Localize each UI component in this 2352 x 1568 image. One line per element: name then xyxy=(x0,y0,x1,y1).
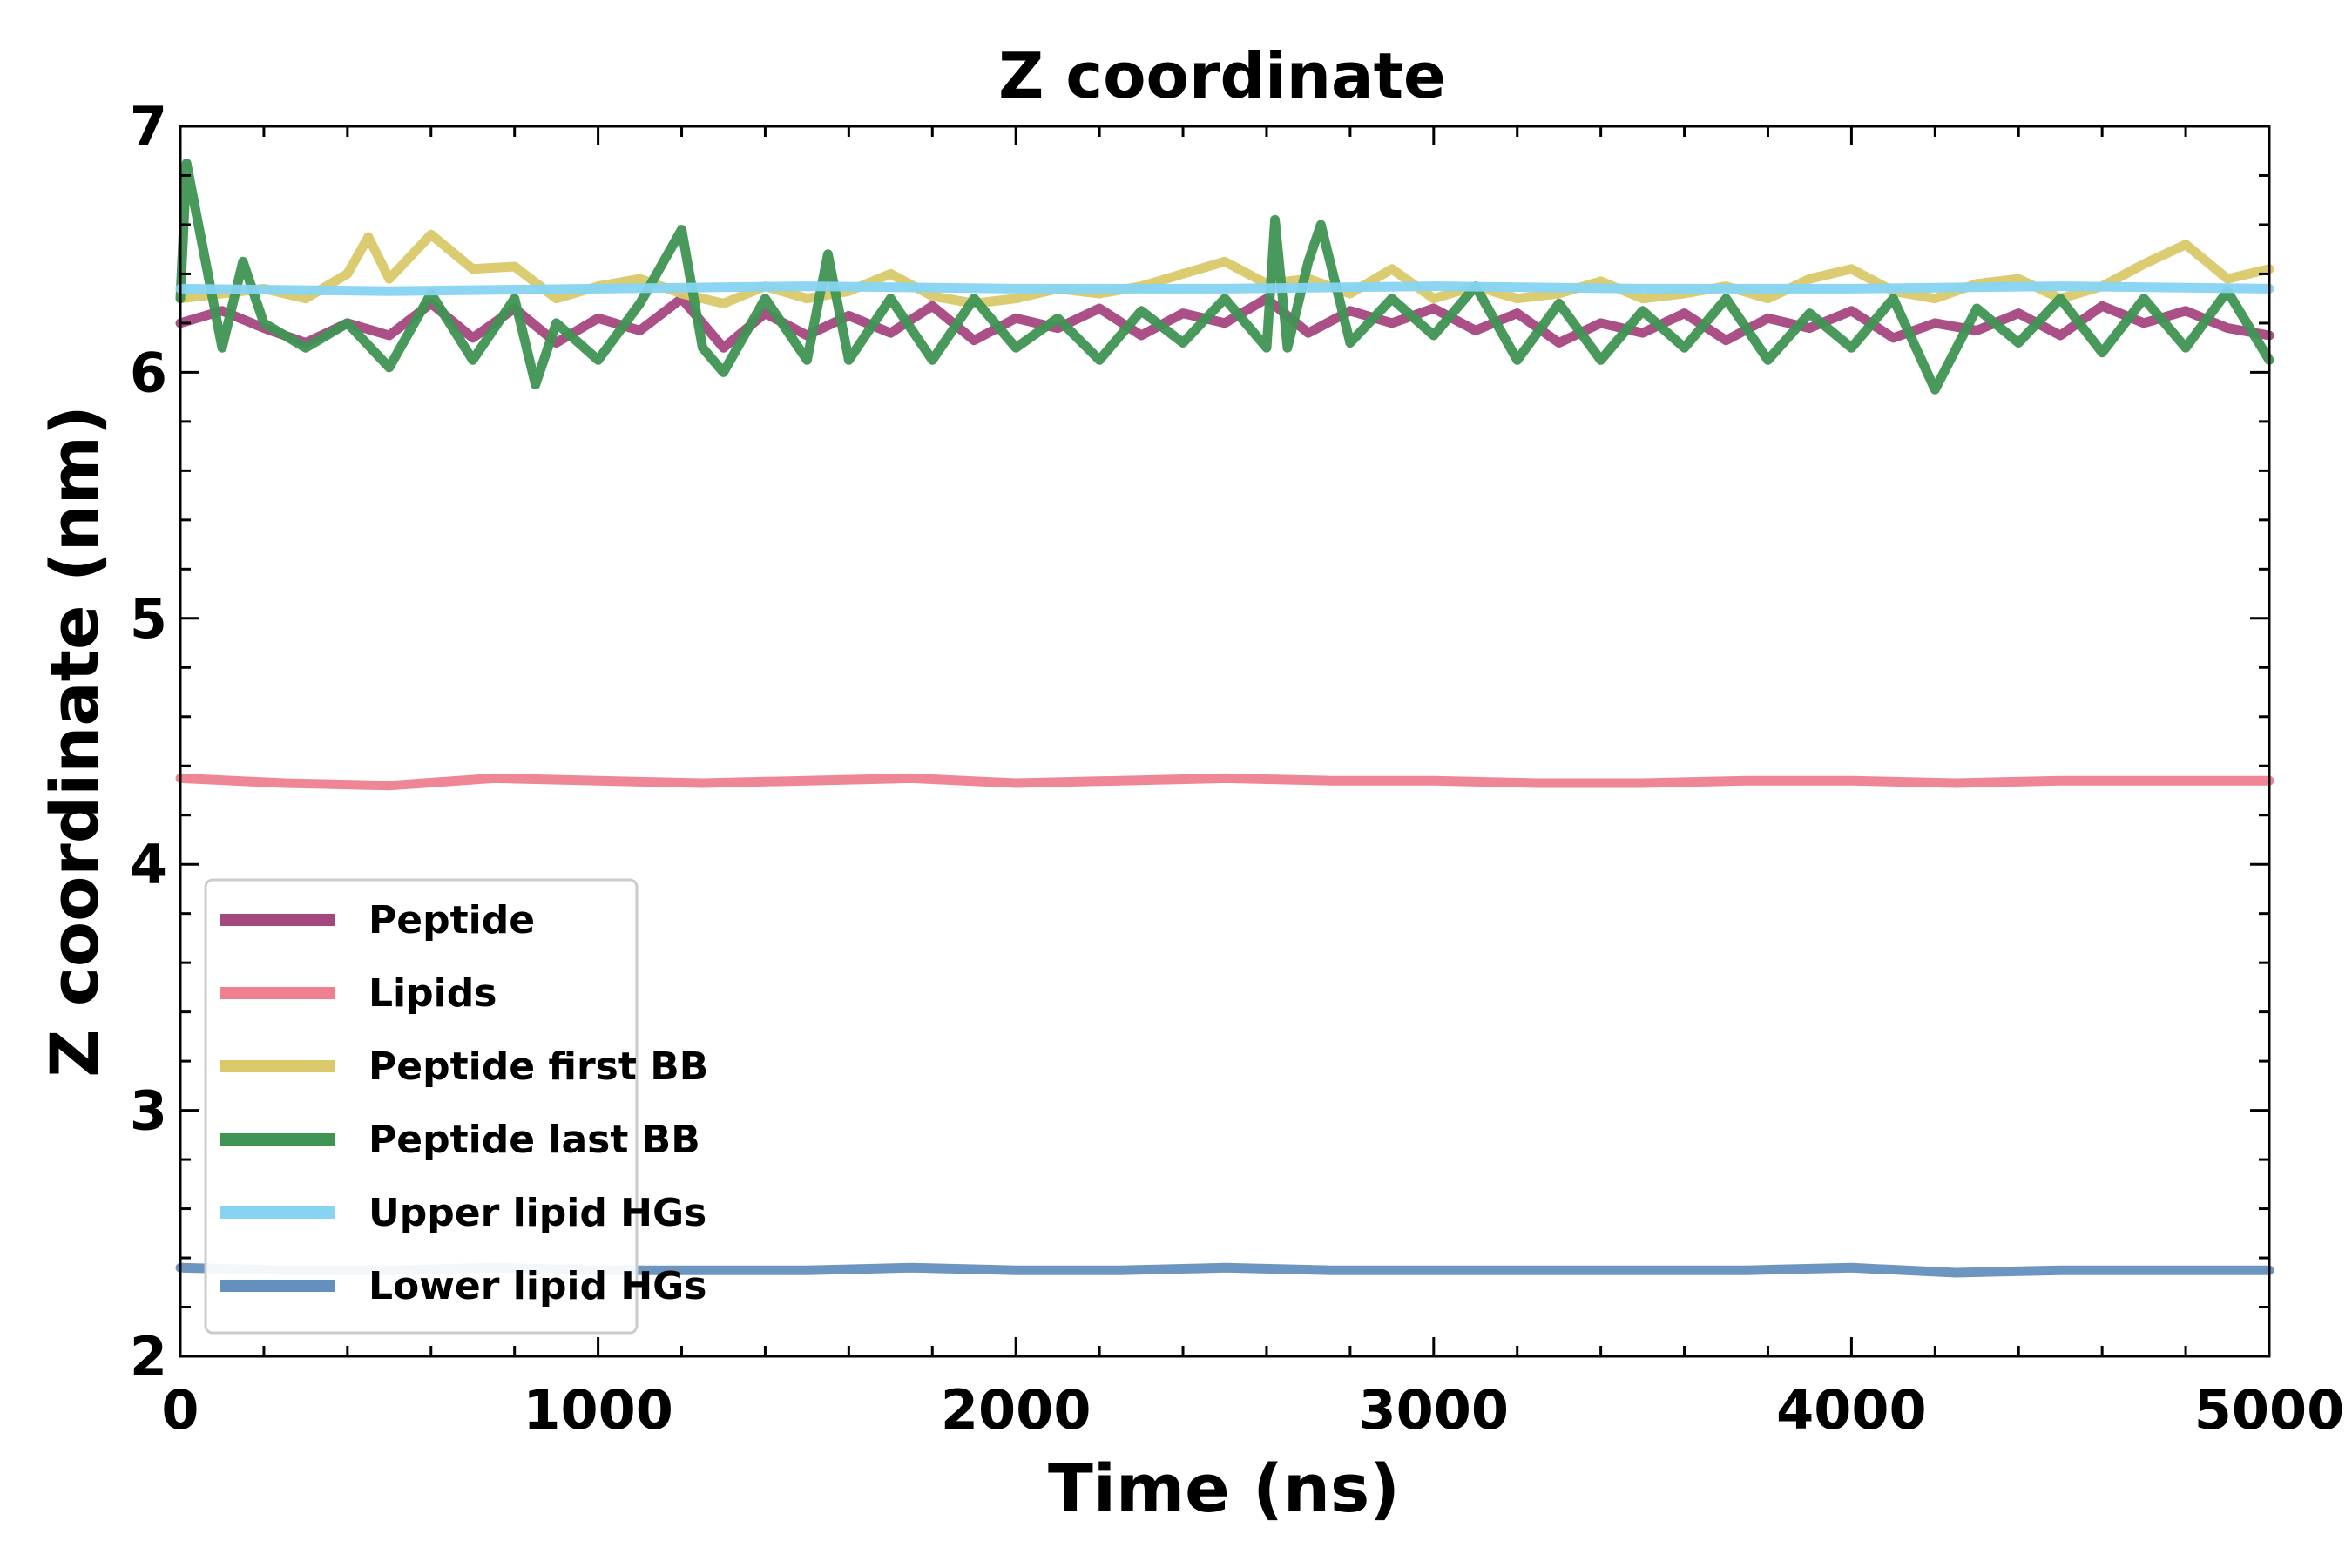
x-tick-label: 2000 xyxy=(941,1378,1092,1442)
y-tick-label: 2 xyxy=(130,1325,167,1389)
y-axis-label: Z coordinate (nm) xyxy=(36,405,113,1077)
series-line-1 xyxy=(175,773,2274,791)
x-tick-label: 0 xyxy=(161,1378,199,1442)
legend-label-0: Peptide xyxy=(368,898,535,943)
series-line-0 xyxy=(175,294,2274,353)
legend-label-4: Upper lipid HGs xyxy=(368,1191,706,1235)
plot-frame xyxy=(179,125,2271,1358)
x-tick-label: 4000 xyxy=(1776,1378,1927,1442)
legend-label-1: Lipids xyxy=(368,971,497,1016)
series-line-3 xyxy=(175,158,2274,395)
y-tick-label: 5 xyxy=(130,587,167,651)
x-tick-label: 5000 xyxy=(2194,1378,2345,1442)
series-line-4 xyxy=(175,281,2274,296)
x-tick-label: 1000 xyxy=(523,1378,673,1442)
y-tick-label: 4 xyxy=(130,833,167,896)
chart-title: Z coordinate xyxy=(998,39,1446,112)
tick-layer: 0 1000 2000 3000 4000 5000 2 3 4 5 6 7 xyxy=(130,95,2344,1442)
legend-label-5: Lower lipid HGs xyxy=(368,1264,706,1308)
series-line-2 xyxy=(175,229,2274,308)
legend: Peptide Lipids Peptide first BB Peptide las… xyxy=(204,878,708,1335)
series-layer xyxy=(175,158,2274,1278)
y-tick-label: 6 xyxy=(130,341,167,404)
y-tick-label: 3 xyxy=(130,1079,167,1143)
y-tick-label: 7 xyxy=(130,95,167,159)
x-axis-label: Time (ns) xyxy=(1048,1450,1400,1527)
legend-label-3: Peptide last BB xyxy=(368,1118,700,1162)
legend-label-2: Peptide first BB xyxy=(368,1044,708,1089)
x-tick-label: 3000 xyxy=(1359,1378,1510,1442)
